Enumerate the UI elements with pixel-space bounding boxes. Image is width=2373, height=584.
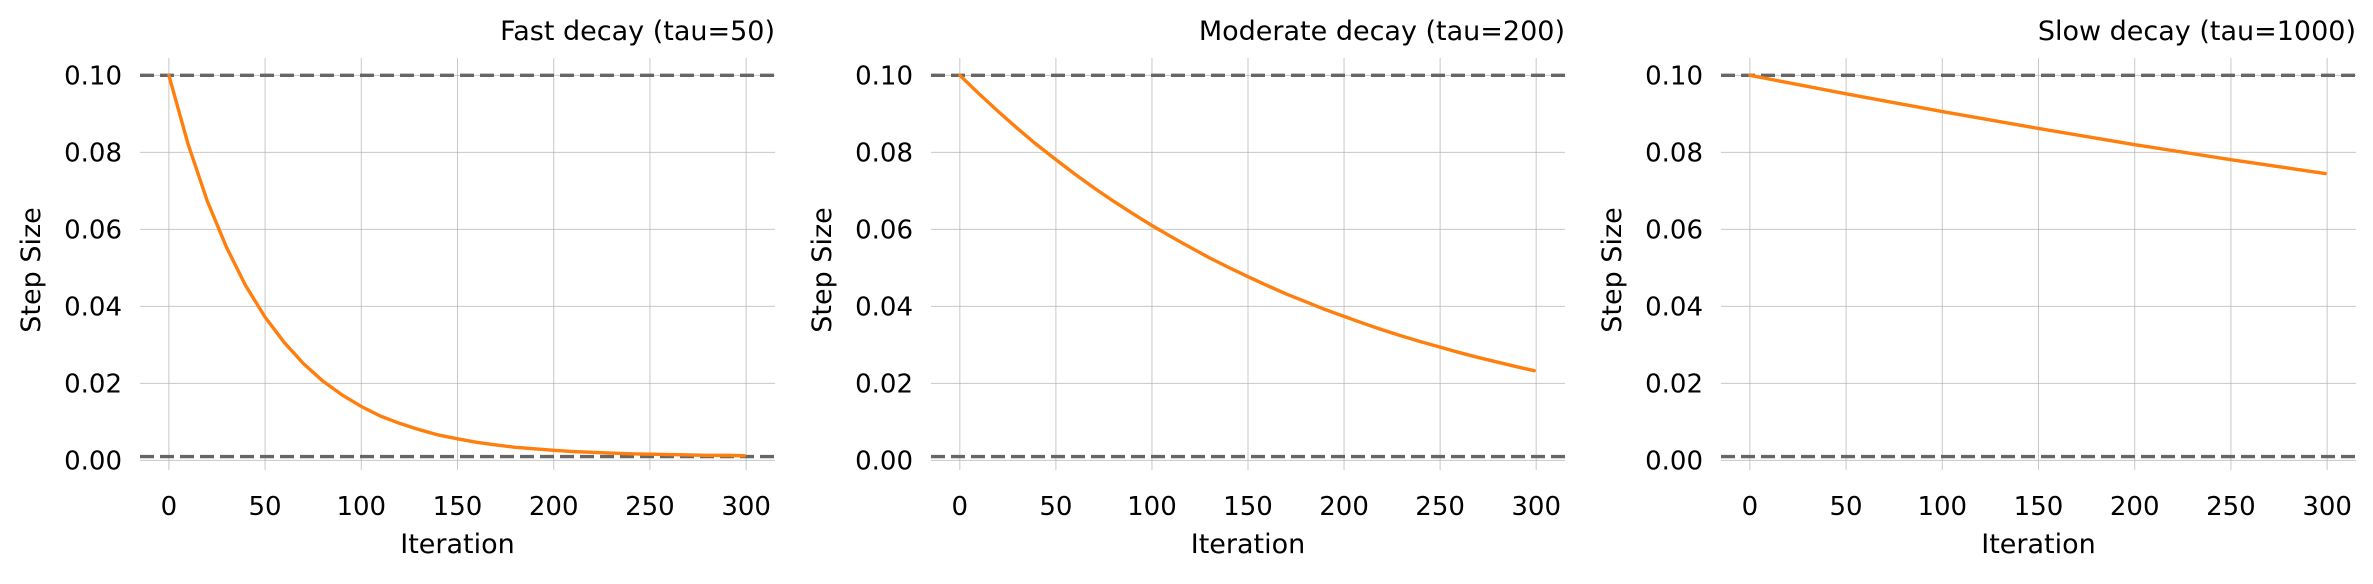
x-axis-label: Iteration	[400, 529, 515, 560]
y-tick-label: 0.04	[64, 292, 122, 322]
x-tick-label: 50	[1830, 492, 1863, 522]
x-axis-label: Iteration	[1981, 529, 2096, 560]
x-tick-label: 250	[1415, 492, 1465, 522]
x-tick-label: 50	[249, 492, 282, 522]
x-tick-label: 150	[1223, 492, 1273, 522]
x-tick-label: 300	[1511, 492, 1561, 522]
x-axis-label: Iteration	[1191, 529, 1306, 560]
y-tick-label: 0.02	[64, 369, 122, 399]
chart-panel-2: 0 50 100 150 200 250 300 0.00 0.02 0.04 0.06 0.08 0.…	[807, 16, 1565, 560]
x-tick-label: 0	[161, 492, 178, 522]
y-tick-label: 0.06	[1645, 215, 1703, 245]
step-size-line	[958, 73, 1536, 373]
y-tick-label: 0.00	[855, 446, 913, 476]
y-tick-label: 0.06	[64, 215, 122, 245]
y-tick-label: 0.04	[1645, 292, 1703, 322]
x-tick-label: 0	[952, 492, 969, 522]
y-tick-label: 0.02	[1645, 369, 1703, 399]
y-tick-label: 0.08	[64, 138, 122, 168]
y-tick-label: 0.08	[855, 138, 913, 168]
x-tick-label: 200	[2110, 492, 2160, 522]
chart-title: Slow decay (tau=1000)	[2038, 16, 2356, 47]
x-tick-label: 250	[625, 492, 675, 522]
chart-panel-3: 0 50 100 150 200 250 300 0.00 0.02 0.04 0.06 0.08 0.…	[1597, 16, 2356, 560]
x-tick-label: 50	[1039, 492, 1072, 522]
y-tick-label: 0.00	[1645, 446, 1703, 476]
y-tick-label: 0.10	[1645, 61, 1703, 91]
x-tick-label: 100	[1917, 492, 1967, 522]
x-tick-label: 100	[1127, 492, 1177, 522]
y-tick-label: 0.10	[855, 61, 913, 91]
y-tick-label: 0.06	[855, 215, 913, 245]
y-tick-label: 0.02	[855, 369, 913, 399]
step-size-line	[167, 73, 746, 458]
y-axis-label: Step Size	[807, 207, 838, 332]
x-tick-label: 200	[1319, 492, 1369, 522]
y-tick-label: 0.00	[64, 446, 122, 476]
x-tick-label: 0	[1742, 492, 1759, 522]
x-tick-label: 300	[2302, 492, 2352, 522]
y-axis-label: Step Size	[16, 207, 47, 332]
x-tick-label: 300	[721, 492, 771, 522]
x-tick-label: 250	[2206, 492, 2256, 522]
y-tick-label: 0.08	[1645, 138, 1703, 168]
chart-title: Moderate decay (tau=200)	[1199, 16, 1565, 47]
y-tick-label: 0.10	[64, 61, 122, 91]
step-size-line	[1748, 73, 2327, 176]
chart-panel-1: 0 50 100 150 200 250 300 0.00 0.02 0.04 0.06 0.08 0.…	[16, 16, 775, 560]
chart-title: Fast decay (tau=50)	[500, 16, 775, 47]
x-tick-label: 100	[336, 492, 386, 522]
x-tick-label: 150	[433, 492, 483, 522]
x-tick-label: 150	[2014, 492, 2064, 522]
y-tick-label: 0.04	[855, 292, 913, 322]
y-axis-label: Step Size	[1597, 207, 1628, 332]
x-tick-label: 200	[529, 492, 579, 522]
